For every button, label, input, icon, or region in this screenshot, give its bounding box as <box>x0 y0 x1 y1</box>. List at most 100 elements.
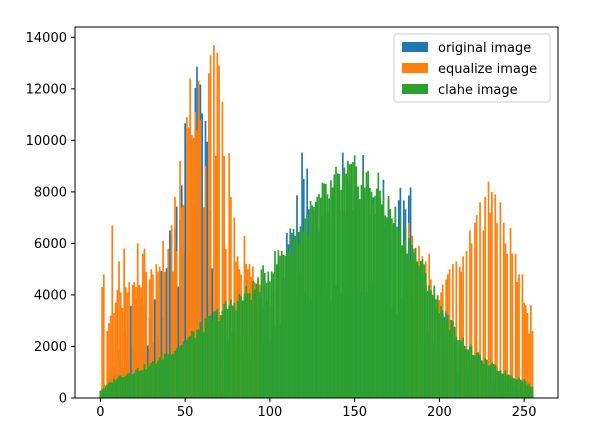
clahe-image-bar-87 <box>247 293 249 398</box>
original-image-bar-41 <box>169 230 171 398</box>
clahe-image-bar-248 <box>519 379 522 398</box>
equalize-image-bar-48 <box>180 207 183 398</box>
equalize-image-bar-16 <box>126 292 129 398</box>
equalize-image-bar-243 <box>511 253 514 398</box>
clahe-image-bar-56 <box>194 337 197 398</box>
clahe-image-bar-223 <box>477 352 480 398</box>
clahe-image-bar-28 <box>147 363 149 398</box>
clahe-image-bar-39 <box>165 355 168 398</box>
clahe-image-bar-145 <box>345 173 347 398</box>
x-tick-label: 200 <box>427 405 452 420</box>
clahe-image-bar-255 <box>531 386 534 398</box>
clahe-image-bar-29 <box>148 365 151 398</box>
clahe-image-bar-115 <box>294 236 297 398</box>
equalize-image-bar-252 <box>526 312 529 398</box>
clahe-image-bar-163 <box>375 188 378 398</box>
y-tick-label: 8000 <box>34 185 67 200</box>
equalize-image-bar-43 <box>172 271 175 398</box>
original-image-bar-32 <box>153 299 156 398</box>
clahe-image-bar-138 <box>333 174 336 398</box>
equalize-image-bar-59 <box>199 119 202 398</box>
clahe-image-bar-58 <box>197 329 200 398</box>
clahe-image-bar-124 <box>309 201 312 398</box>
equalize-image-bar-254 <box>530 305 532 398</box>
clahe-image-bar-54 <box>191 331 193 398</box>
legend-swatch <box>402 63 428 73</box>
clahe-image-bar-121 <box>304 218 307 398</box>
equalize-image-bar-255 <box>531 331 534 398</box>
equalize-image-bar-77 <box>230 197 232 398</box>
clahe-image-bar-91 <box>253 289 256 398</box>
equalize-image-bar-23 <box>138 284 141 398</box>
clahe-image-bar-165 <box>379 190 381 398</box>
clahe-image-bar-13 <box>121 377 124 398</box>
clahe-image-bar-116 <box>296 227 298 398</box>
clahe-image-bar-65 <box>209 315 212 398</box>
clahe-image-bar-205 <box>446 314 449 398</box>
equalize-image-bar-12 <box>119 292 122 398</box>
clahe-image-bar-148 <box>350 163 353 398</box>
clahe-image-bar-240 <box>506 375 508 398</box>
clahe-image-bar-162 <box>374 195 376 398</box>
clahe-image-bar-202 <box>441 310 444 398</box>
clahe-image-bar-82 <box>238 293 241 398</box>
clahe-image-bar-70 <box>218 320 220 398</box>
equalize-image-bar-221 <box>474 222 476 398</box>
equalize-image-bar-229 <box>487 181 490 398</box>
y-tick-label: 4000 <box>34 288 67 303</box>
clahe-image-bar-95 <box>260 269 263 398</box>
equalize-image-bar-240 <box>506 253 508 398</box>
clahe-image-bar-111 <box>287 251 290 398</box>
clahe-image-bar-144 <box>343 167 346 398</box>
clahe-image-bar-151 <box>355 166 358 398</box>
equalize-image-bar-253 <box>528 333 531 398</box>
clahe-image-bar-108 <box>282 255 285 398</box>
clahe-image-bar-107 <box>280 250 283 398</box>
equalize-image-bar-57 <box>196 130 198 398</box>
clahe-image-bar-64 <box>208 316 210 398</box>
clahe-image-bar-21 <box>135 369 137 398</box>
clahe-image-bar-152 <box>357 186 359 398</box>
clahe-image-bar-147 <box>348 164 351 398</box>
clahe-image-bar-84 <box>241 300 244 398</box>
clahe-image-bar-210 <box>455 336 458 398</box>
clahe-image-bar-181 <box>406 253 409 398</box>
equalize-image-bar-44 <box>174 197 176 398</box>
equalize-image-bar-25 <box>141 253 144 398</box>
equalize-image-bar-247 <box>518 274 520 398</box>
clahe-image-bar-47 <box>179 346 181 398</box>
clahe-image-bar-103 <box>274 251 276 398</box>
clahe-image-bar-20 <box>133 372 136 398</box>
equalize-image-bar-230 <box>489 212 492 398</box>
clahe-image-bar-41 <box>169 350 171 398</box>
clahe-image-bar-109 <box>284 255 286 398</box>
clahe-image-bar-130 <box>319 197 322 398</box>
clahe-image-bar-131 <box>321 182 324 398</box>
equalize-image-bar-250 <box>523 302 525 398</box>
equalize-image-bar-55 <box>192 137 195 398</box>
equalize-image-bar-68 <box>214 155 217 398</box>
clahe-image-bar-157 <box>365 172 368 398</box>
y-tick-label: 2000 <box>34 340 67 355</box>
x-tick-label: 250 <box>512 405 537 420</box>
clahe-image-bar-34 <box>157 360 159 398</box>
clahe-image-bar-168 <box>384 215 386 398</box>
clahe-image-bar-57 <box>196 329 198 398</box>
clahe-image-bar-213 <box>460 341 463 398</box>
clahe-image-bar-37 <box>162 359 164 398</box>
clahe-image-bar-135 <box>328 198 331 398</box>
x-tick-label: 150 <box>342 405 367 420</box>
clahe-image-bar-170 <box>387 195 390 398</box>
y-tick-label: 0 <box>59 392 67 407</box>
clahe-image-bar-110 <box>285 246 288 398</box>
clahe-image-bar-42 <box>170 354 173 398</box>
clahe-image-bar-113 <box>291 255 293 398</box>
clahe-image-bar-219 <box>470 345 473 398</box>
clahe-image-bar-86 <box>245 285 248 398</box>
equalize-image-bar-54 <box>191 135 193 398</box>
clahe-image-bar-200 <box>438 313 441 398</box>
clahe-image-bar-15 <box>124 375 127 398</box>
clahe-image-bar-160 <box>370 191 373 398</box>
clahe-image-bar-158 <box>367 170 370 398</box>
clahe-image-bar-68 <box>214 311 217 398</box>
